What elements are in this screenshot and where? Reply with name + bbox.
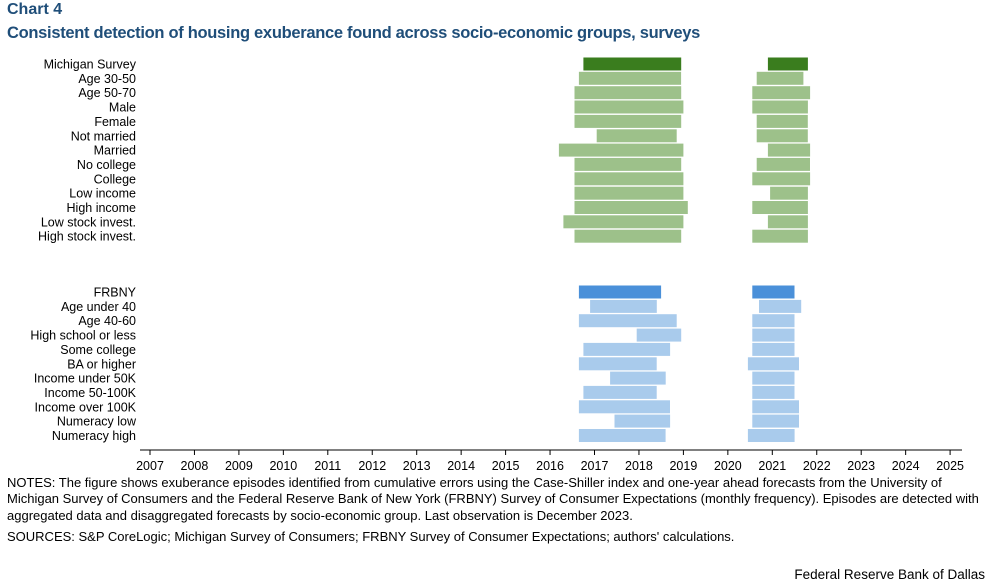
row-label-income-under-50k: Income under 50K <box>34 372 137 386</box>
episode-bar-low-income-2 <box>770 186 808 200</box>
row-label-low-stock-invest: Low stock invest. <box>41 215 136 229</box>
row-label-low-income: Low income <box>69 187 136 201</box>
episode-bar-some-college-2 <box>752 342 795 356</box>
row-label-high-school-or-less: High school or less <box>30 329 136 343</box>
row-label-high-income: High income <box>67 201 137 215</box>
episode-bar-michigan-survey-2 <box>767 57 808 71</box>
row-label-age-50-70: Age 50-70 <box>78 86 136 100</box>
episode-bar-age-30-50-2 <box>756 71 804 85</box>
episode-bar-michigan-survey-1 <box>583 57 682 71</box>
episode-bar-age-40-60-2 <box>752 314 795 328</box>
x-tick-label-2020: 2020 <box>714 459 742 473</box>
episode-bar-numeracy-high-2 <box>747 429 795 442</box>
row-label-age-under-40: Age under 40 <box>61 300 136 314</box>
row-label-frbny: FRBNY <box>94 286 137 300</box>
episode-bar-not-married-2 <box>756 129 808 143</box>
episode-bar-numeracy-low-1 <box>614 414 671 428</box>
episode-bar-income-under-50k-1 <box>610 371 666 385</box>
episode-bar-age-under-40-2 <box>759 299 802 313</box>
episode-bar-high-stock-invest-2 <box>752 229 808 243</box>
episode-bar-age-50-70-2 <box>752 86 811 100</box>
publisher-credit: Federal Reserve Bank of Dallas <box>794 567 985 582</box>
x-tick-label-2022: 2022 <box>803 459 831 473</box>
episode-bar-no-college-2 <box>756 157 810 171</box>
episode-bar-income-50-100k-2 <box>752 385 795 399</box>
x-tick-label-2015: 2015 <box>492 459 520 473</box>
x-tick-label-2007: 2007 <box>136 459 164 473</box>
row-label-high-stock-invest: High stock invest. <box>38 230 136 244</box>
x-tick-label-2024: 2024 <box>892 459 920 473</box>
episode-bar-low-stock-invest-1 <box>563 215 684 229</box>
x-tick-label-2023: 2023 <box>847 459 875 473</box>
chart-title: Consistent detection of housing exuberan… <box>7 24 701 42</box>
episode-bar-high-income-1 <box>574 201 688 214</box>
x-tick-label-2018: 2018 <box>625 459 653 473</box>
episode-bar-numeracy-high-1 <box>578 429 666 442</box>
row-label-numeracy-high: Numeracy high <box>52 429 136 443</box>
episode-bar-college-2 <box>752 172 811 186</box>
row-label-not-married: Not married <box>71 129 136 143</box>
episode-bar-high-income-2 <box>752 201 808 214</box>
episode-bar-male-1 <box>574 100 684 114</box>
episode-bar-female-1 <box>574 114 682 128</box>
episode-bar-income-under-50k-2 <box>752 371 795 385</box>
row-label-michigan-survey: Michigan Survey <box>44 58 137 72</box>
episode-bar-not-married-1 <box>596 129 677 143</box>
x-tick-label-2021: 2021 <box>758 459 786 473</box>
x-tick-label-2008: 2008 <box>181 459 209 473</box>
x-tick-label-2025: 2025 <box>936 459 964 473</box>
episode-bar-some-college-1 <box>583 342 671 356</box>
row-label-married: Married <box>94 144 136 158</box>
episode-bar-age-50-70-1 <box>574 86 682 100</box>
x-tick-label-2017: 2017 <box>581 459 609 473</box>
row-label-college: College <box>94 172 136 186</box>
episode-bar-high-school-or-less-1 <box>636 328 682 342</box>
row-label-male: Male <box>109 101 136 115</box>
episode-bar-college-1 <box>574 172 684 186</box>
row-label-income-50-100k: Income 50-100K <box>44 386 136 400</box>
episode-bar-no-college-1 <box>574 157 682 171</box>
episode-bar-income-over-100k-1 <box>578 400 670 414</box>
x-tick-label-2010: 2010 <box>269 459 297 473</box>
row-label-no-college: No college <box>77 158 136 172</box>
episode-bar-frbny-2 <box>752 285 795 299</box>
chart-sources: SOURCES: S&P CoreLogic; Michigan Survey … <box>7 529 735 544</box>
episode-bar-low-income-1 <box>574 186 684 200</box>
episode-bar-numeracy-low-2 <box>752 414 799 428</box>
episode-bar-low-stock-invest-2 <box>767 215 808 229</box>
episode-bar-income-over-100k-2 <box>752 400 799 414</box>
episode-bar-married-1 <box>558 143 684 157</box>
x-tick-label-2011: 2011 <box>314 459 341 473</box>
episode-bar-frbny-1 <box>578 285 662 299</box>
x-tick-label-2016: 2016 <box>536 459 564 473</box>
row-label-income-over-100k: Income over 100K <box>35 400 137 414</box>
episode-bar-female-2 <box>756 114 808 128</box>
row-label-some-college: Some college <box>60 343 136 357</box>
x-tick-label-2009: 2009 <box>225 459 253 473</box>
x-tick-label-2013: 2013 <box>403 459 431 473</box>
x-tick-label-2012: 2012 <box>358 459 386 473</box>
x-tick-label-2014: 2014 <box>447 459 475 473</box>
row-label-female: Female <box>94 115 136 129</box>
episode-bar-ba-or-higher-1 <box>578 357 657 371</box>
episode-bar-high-stock-invest-1 <box>574 229 682 243</box>
row-label-ba-or-higher: BA or higher <box>67 357 136 371</box>
episode-bar-age-under-40-1 <box>590 299 657 313</box>
row-label-age-40-60: Age 40-60 <box>78 314 136 328</box>
episode-bar-age-30-50-1 <box>578 71 682 85</box>
episode-bar-income-50-100k-1 <box>583 385 657 399</box>
chart-notes: NOTES: The figure shows exuberance episo… <box>7 475 979 523</box>
chart-number: Chart 4 <box>7 1 63 18</box>
episode-bar-age-40-60-1 <box>578 314 677 328</box>
episode-bar-male-2 <box>752 100 808 114</box>
row-label-age-30-50: Age 30-50 <box>78 72 136 86</box>
episode-bar-high-school-or-less-2 <box>752 328 795 342</box>
episode-bar-married-2 <box>767 143 811 157</box>
x-tick-label-2019: 2019 <box>669 459 697 473</box>
row-label-numeracy-low: Numeracy low <box>57 415 137 429</box>
episode-bar-ba-or-higher-2 <box>747 357 799 371</box>
